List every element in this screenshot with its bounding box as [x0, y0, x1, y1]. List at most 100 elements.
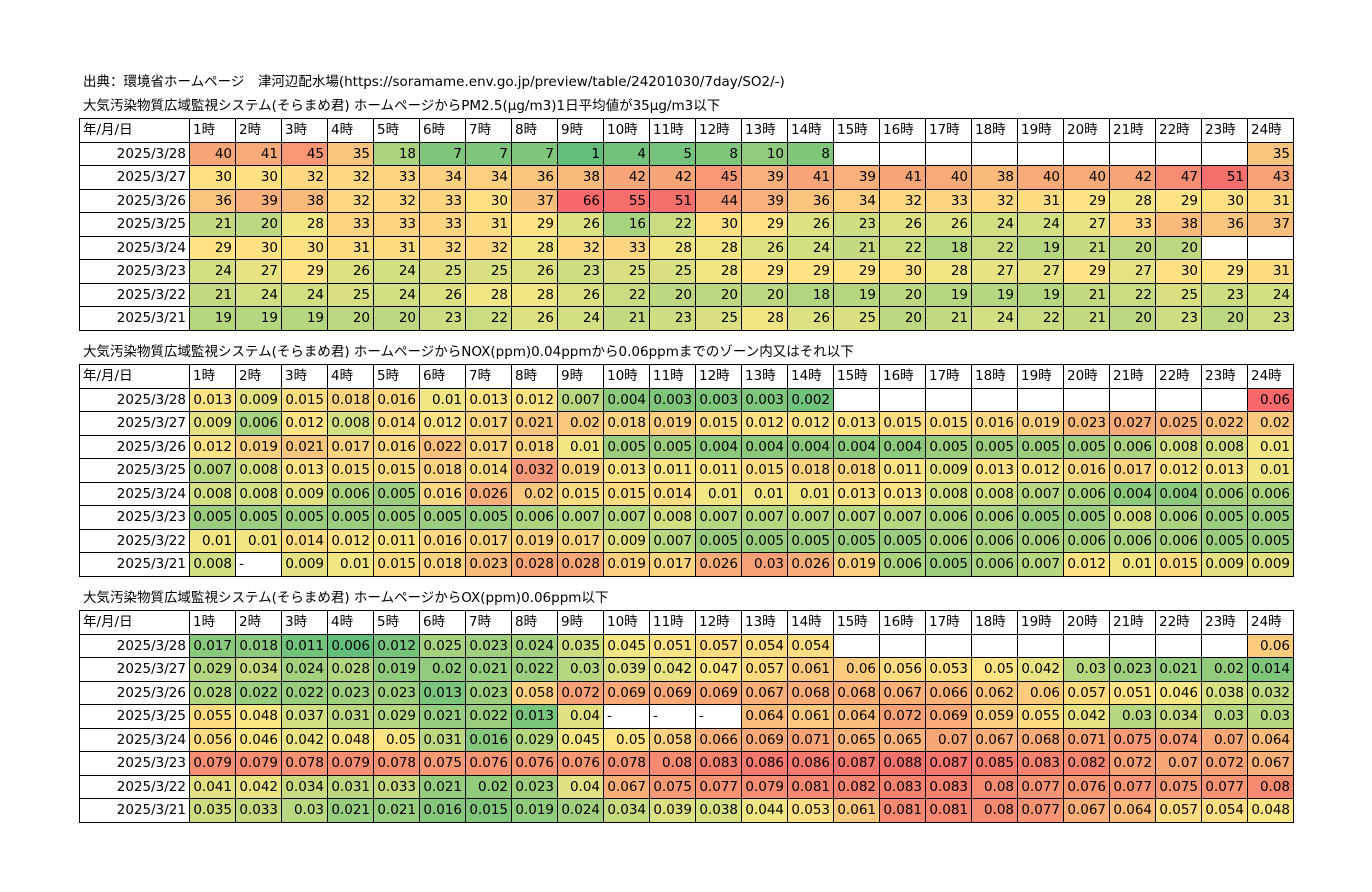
value-cell[interactable]: 0.061 [833, 798, 880, 823]
value-cell[interactable]: 33 [373, 165, 420, 190]
value-cell[interactable]: 0.009 [1247, 552, 1294, 577]
value-cell[interactable]: 0.057 [695, 633, 742, 658]
value-cell[interactable]: 34 [465, 165, 512, 190]
value-cell[interactable]: 29 [189, 235, 236, 260]
hour-header-cell[interactable]: 13時 [741, 118, 788, 143]
value-cell[interactable]: 0.006 [971, 505, 1018, 530]
value-cell[interactable]: 0.078 [373, 751, 420, 776]
value-cell[interactable]: 0.048 [1247, 798, 1294, 823]
value-cell[interactable]: 0.016 [465, 727, 512, 752]
value-cell[interactable]: 0.022 [511, 657, 558, 682]
value-cell[interactable]: 0.013 [833, 481, 880, 506]
value-cell[interactable]: 32 [465, 235, 512, 260]
value-cell[interactable]: 28 [511, 235, 558, 260]
value-cell[interactable]: 0.017 [649, 552, 696, 577]
value-cell[interactable]: 29 [1155, 188, 1202, 213]
hour-header-cell[interactable]: 10時 [603, 118, 650, 143]
value-cell[interactable]: 0.008 [649, 505, 696, 530]
date-cell[interactable]: 2025/3/25 [79, 704, 190, 729]
value-cell[interactable]: 28 [695, 235, 742, 260]
date-cell[interactable]: 2025/3/24 [79, 727, 190, 752]
value-cell[interactable]: 32 [281, 165, 328, 190]
value-cell[interactable]: 0.012 [327, 528, 374, 553]
value-cell[interactable]: 0.016 [971, 411, 1018, 436]
value-cell[interactable]: 36 [787, 188, 834, 213]
hour-header-cell[interactable]: 24時 [1247, 118, 1294, 143]
hour-header-cell[interactable]: 1時 [189, 118, 236, 143]
value-cell[interactable]: 7 [419, 141, 466, 166]
value-cell[interactable] [879, 387, 926, 412]
value-cell[interactable]: 19 [235, 306, 282, 331]
value-cell[interactable]: 0.004 [603, 387, 650, 412]
value-cell[interactable]: 0.067 [1063, 798, 1110, 823]
hour-header-cell[interactable]: 12時 [695, 364, 742, 389]
value-cell[interactable]: 0.005 [695, 528, 742, 553]
value-cell[interactable]: 0.008 [1201, 434, 1248, 459]
value-cell[interactable]: 40 [1063, 165, 1110, 190]
value-cell[interactable]: 0.003 [741, 387, 788, 412]
value-cell[interactable]: 7 [465, 141, 512, 166]
value-cell[interactable]: 0.066 [695, 727, 742, 752]
value-cell[interactable]: 0.026 [695, 552, 742, 577]
value-cell[interactable]: 23 [419, 306, 466, 331]
value-cell[interactable]: 27 [1109, 259, 1156, 284]
hour-header-cell[interactable]: 12時 [695, 118, 742, 143]
value-cell[interactable]: 0.019 [603, 552, 650, 577]
value-cell[interactable]: 0.03 [1247, 704, 1294, 729]
hour-header-cell[interactable]: 20時 [1063, 364, 1110, 389]
value-cell[interactable]: 30 [695, 212, 742, 237]
value-cell[interactable]: 0.069 [603, 680, 650, 705]
date-cell[interactable]: 2025/3/26 [79, 434, 190, 459]
hour-header-cell[interactable]: 9時 [557, 364, 604, 389]
date-cell[interactable]: 2025/3/22 [79, 282, 190, 307]
value-cell[interactable]: 31 [1017, 188, 1064, 213]
value-cell[interactable]: 0.005 [465, 505, 512, 530]
value-cell[interactable]: 0.065 [833, 727, 880, 752]
hour-header-cell[interactable]: 23時 [1201, 118, 1248, 143]
value-cell[interactable]: 25 [419, 259, 466, 284]
value-cell[interactable]: 0.004 [879, 434, 926, 459]
value-cell[interactable]: 44 [695, 188, 742, 213]
corner-header-cell[interactable]: 年/月/日 [79, 118, 190, 143]
value-cell[interactable]: 24 [235, 282, 282, 307]
value-cell[interactable]: 24 [373, 259, 420, 284]
value-cell[interactable]: 0.053 [925, 657, 972, 682]
value-cell[interactable]: 0.064 [1247, 727, 1294, 752]
value-cell[interactable]: 0.02 [419, 657, 466, 682]
value-cell[interactable]: 32 [373, 188, 420, 213]
value-cell[interactable]: 0.061 [787, 657, 834, 682]
value-cell[interactable]: 0.067 [603, 774, 650, 799]
value-cell[interactable]: 0.019 [235, 434, 282, 459]
value-cell[interactable]: 0.008 [327, 411, 374, 436]
value-cell[interactable]: 0.012 [511, 387, 558, 412]
value-cell[interactable]: 0.075 [649, 774, 696, 799]
value-cell[interactable]: 25 [833, 306, 880, 331]
value-cell[interactable]: 0.072 [1201, 751, 1248, 776]
value-cell[interactable]: 0.005 [879, 528, 926, 553]
value-cell[interactable]: 0.006 [971, 552, 1018, 577]
value-cell[interactable]: 24 [1247, 282, 1294, 307]
value-cell[interactable]: 32 [419, 235, 466, 260]
value-cell[interactable]: 0.078 [603, 751, 650, 776]
value-cell[interactable]: 0.012 [373, 633, 420, 658]
value-cell[interactable]: 0.008 [189, 481, 236, 506]
value-cell[interactable]: 0.068 [1017, 727, 1064, 752]
value-cell[interactable]: 0.042 [235, 774, 282, 799]
value-cell[interactable]: 0.06 [833, 657, 880, 682]
value-cell[interactable] [971, 633, 1018, 658]
value-cell[interactable]: 0.019 [511, 798, 558, 823]
value-cell[interactable]: 0.006 [1155, 528, 1202, 553]
hour-header-cell[interactable]: 5時 [373, 118, 420, 143]
value-cell[interactable]: 0.016 [1063, 458, 1110, 483]
value-cell[interactable]: 0.019 [557, 458, 604, 483]
hour-header-cell[interactable]: 16時 [879, 610, 926, 635]
value-cell[interactable]: 0.085 [971, 751, 1018, 776]
value-cell[interactable]: 23 [557, 259, 604, 284]
value-cell[interactable]: 0.005 [419, 505, 466, 530]
value-cell[interactable]: 0.005 [373, 505, 420, 530]
value-cell[interactable]: 0.031 [327, 774, 374, 799]
value-cell[interactable]: 28 [695, 259, 742, 284]
hour-header-cell[interactable]: 3時 [281, 364, 328, 389]
value-cell[interactable]: 0.028 [557, 552, 604, 577]
value-cell[interactable]: 0.005 [833, 528, 880, 553]
